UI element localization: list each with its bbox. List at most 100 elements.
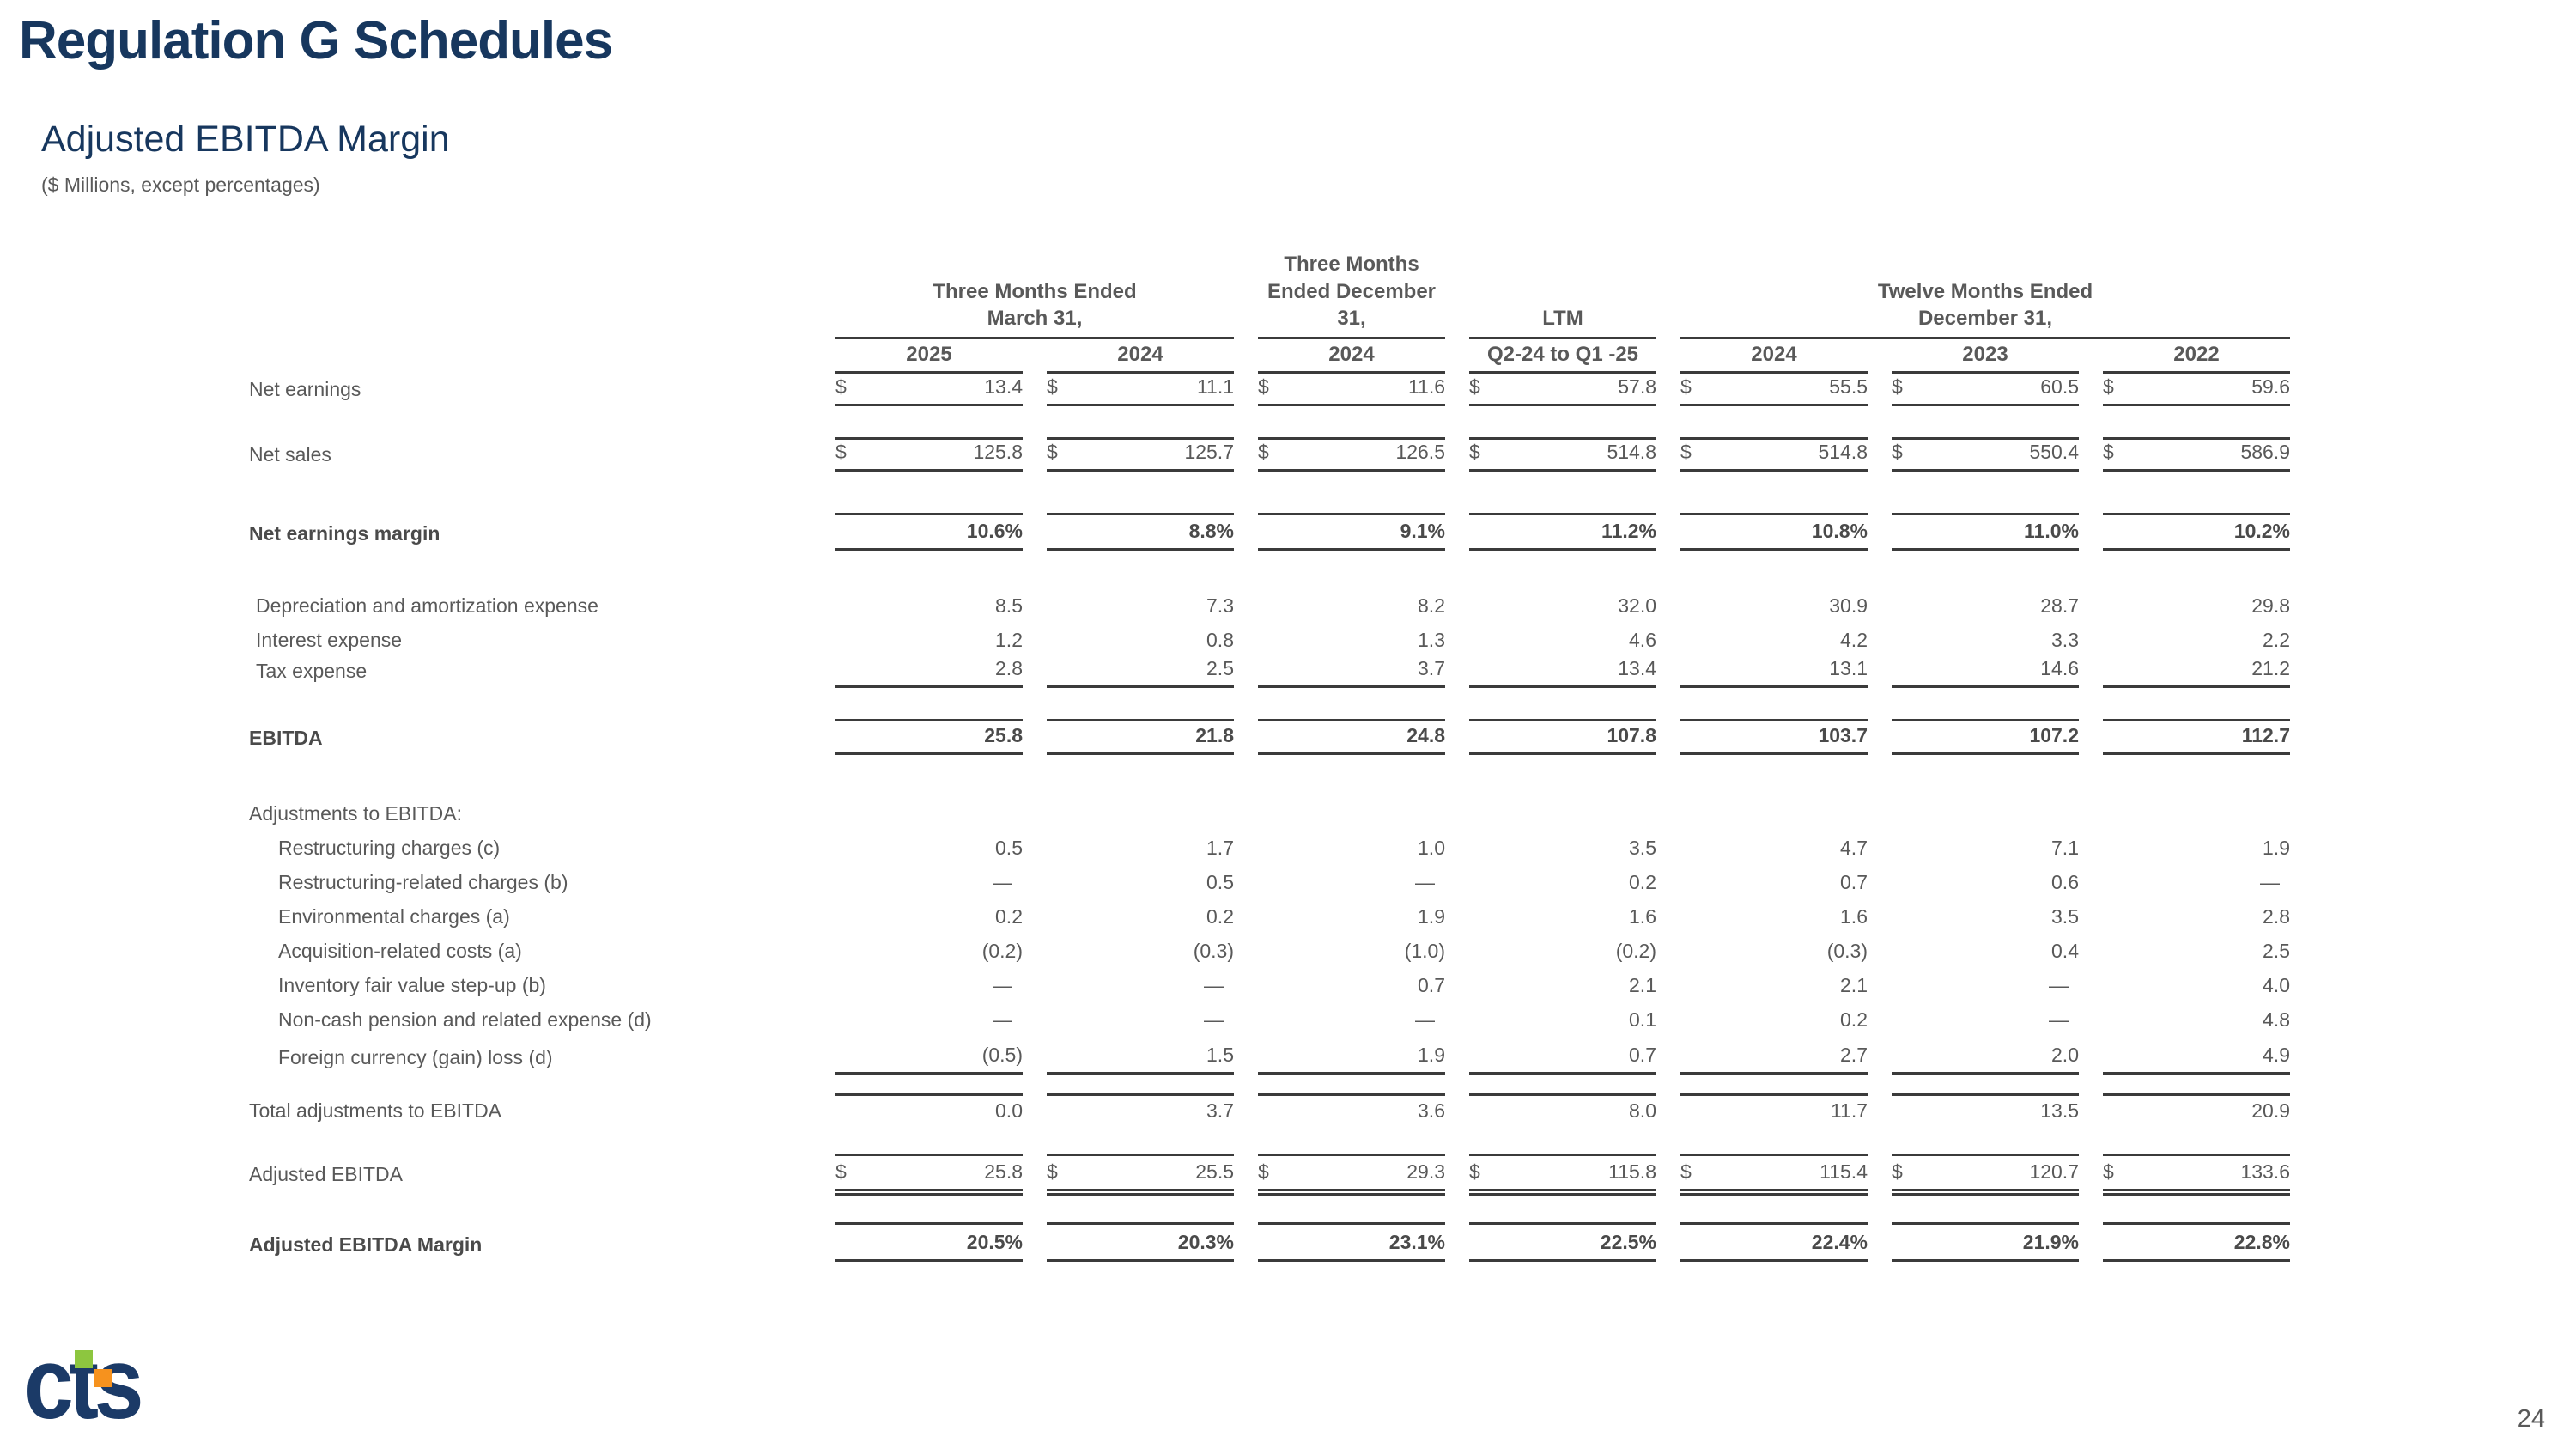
value-cell: (1.0) (1258, 934, 1445, 968)
value-cell: 3.7 (1258, 657, 1445, 689)
row-label: Acquisition-related costs (a) (278, 940, 522, 963)
table-row: Adjusted EBITDA Margin 20.5% 20.3% 23.1% 22.… (249, 1222, 2293, 1263)
value-cell: 1.0 (1258, 831, 1445, 865)
value-cell: $57.8 (1469, 374, 1656, 407)
value-cell: 3.6 (1258, 1093, 1445, 1128)
value-cell: 4.0 (2103, 968, 2290, 1002)
cell-value: 2.1 (1629, 974, 1656, 997)
cell-value: 22.5% (1600, 1231, 1656, 1254)
cell-value: (0.2) (1615, 940, 1656, 963)
value-cell: 1.9 (2103, 831, 2290, 865)
value-cell: — (1258, 1002, 1445, 1037)
year-header-row: 2025 2024 2024 Q2-24 to Q1 -25 2024 2023 2022 (249, 339, 2293, 374)
cell-value: 32.0 (1618, 594, 1656, 618)
cell-value: 25.8 (984, 724, 1023, 747)
year-header: Q2-24 to Q1 -25 (1469, 339, 1656, 374)
value-cell: 25.8 (835, 719, 1023, 756)
value-cell (835, 796, 1023, 831)
dollar-sign: $ (2103, 1160, 2114, 1184)
value-cell: $133.6 (2103, 1154, 2290, 1196)
value-cell: $120.7 (1892, 1154, 2079, 1196)
table-row: Interest expense 1.2 0.8 1.3 4.6 4.2 3.3 2.2 (249, 623, 2293, 657)
value-cell: 0.5 (1047, 865, 1234, 899)
cell-value: — (993, 871, 1012, 894)
cell-value: 23.1% (1388, 1231, 1445, 1254)
value-cell: $586.9 (2103, 437, 2290, 472)
value-cell: 4.6 (1469, 623, 1656, 657)
value-cell: $115.4 (1680, 1154, 1868, 1196)
value-cell: 1.9 (1258, 899, 1445, 934)
year-header: 2024 (1258, 339, 1445, 374)
dollar-sign: $ (1047, 1160, 1058, 1184)
value-cell: 14.6 (1892, 657, 2079, 689)
value-cell: 2.1 (1469, 968, 1656, 1002)
value-cell: 0.7 (1258, 968, 1445, 1002)
cell-value: 4.2 (1840, 629, 1868, 652)
cell-value: 10.8% (1811, 520, 1868, 543)
cell-value: 133.6 (2240, 1160, 2290, 1184)
cts-logo: cts (24, 1333, 247, 1436)
cell-value: 60.5 (2040, 375, 2079, 399)
cell-value: 21.8 (1195, 724, 1234, 747)
page-title: Regulation G Schedules (19, 11, 613, 70)
cell-value: 0.6 (2051, 871, 2079, 894)
cell-value: 8.8% (1188, 520, 1234, 543)
value-cell: 0.0 (835, 1093, 1023, 1128)
row-label: Foreign currency (gain) loss (d) (278, 1046, 553, 1069)
cell-value: 21.2 (2251, 657, 2290, 680)
cell-value: 8.5 (995, 594, 1023, 618)
cell-value: 3.5 (1629, 837, 1656, 860)
cell-value: 2.0 (2051, 1044, 2079, 1067)
cell-value: — (1415, 871, 1435, 894)
slide-subtitle: Adjusted EBITDA Margin (41, 119, 450, 160)
cell-value: 1.0 (1418, 837, 1445, 860)
value-cell: 22.4% (1680, 1222, 1868, 1263)
value-cell: 3.5 (1892, 899, 2079, 934)
dollar-sign: $ (1469, 1160, 1480, 1184)
value-cell: 0.7 (1680, 865, 1868, 899)
cell-value: 13.5 (2040, 1099, 2079, 1123)
cell-value: 20.3% (1177, 1231, 1234, 1254)
value-cell: $29.3 (1258, 1154, 1445, 1196)
cell-value: (0.5) (981, 1044, 1023, 1067)
row-label: Adjustments to EBITDA: (249, 802, 462, 825)
year-header: 2023 (1892, 339, 2079, 374)
dollar-sign: $ (1469, 375, 1480, 399)
cell-value: — (1204, 1008, 1224, 1032)
cell-value: 107.8 (1607, 724, 1656, 747)
cell-value: 13.4 (1618, 657, 1656, 680)
value-cell: 4.2 (1680, 623, 1868, 657)
value-cell: $60.5 (1892, 374, 2079, 407)
cell-value: 57.8 (1618, 375, 1656, 399)
value-cell: 21.2 (2103, 657, 2290, 689)
cell-value: 3.6 (1418, 1099, 1445, 1123)
cell-value: 112.7 (2241, 724, 2290, 747)
cell-value: 11.0% (2024, 520, 2079, 543)
dollar-sign: $ (1892, 1160, 1903, 1184)
value-cell: $13.4 (835, 374, 1023, 407)
table-row: Net earnings $13.4 $11.1 $11.6 $57.8 $55.5 $60… (249, 374, 2293, 407)
value-cell: $11.1 (1047, 374, 1234, 407)
value-cell: 2.0 (1892, 1037, 2079, 1075)
value-cell: $514.8 (1469, 437, 1656, 472)
cell-value: 7.1 (2051, 837, 2079, 860)
row-label: EBITDA (249, 727, 323, 750)
value-cell (1047, 796, 1234, 831)
cell-value: 514.8 (1607, 441, 1656, 464)
value-cell: 29.8 (2103, 588, 2290, 623)
value-cell: 3.3 (1892, 623, 2079, 657)
cell-value: 126.5 (1395, 441, 1445, 464)
column-group-header: Three Months Ended December 31, (1258, 251, 1445, 340)
value-cell: (0.3) (1680, 934, 1868, 968)
value-cell: 28.7 (1892, 588, 2079, 623)
column-group-row: Three Months Ended March 31, Three Months E… (249, 251, 2293, 340)
table-row: Adjusted EBITDA $25.8 $25.5 $29.3 $115.8 $115… (249, 1154, 2293, 1196)
value-cell: 4.8 (2103, 1002, 2290, 1037)
cell-value: 2.2 (2263, 629, 2290, 652)
value-cell: 13.1 (1680, 657, 1868, 689)
value-cell: 2.5 (2103, 934, 2290, 968)
value-cell: 1.5 (1047, 1037, 1234, 1075)
cell-value: (0.3) (1826, 940, 1868, 963)
value-cell: 22.5% (1469, 1222, 1656, 1263)
